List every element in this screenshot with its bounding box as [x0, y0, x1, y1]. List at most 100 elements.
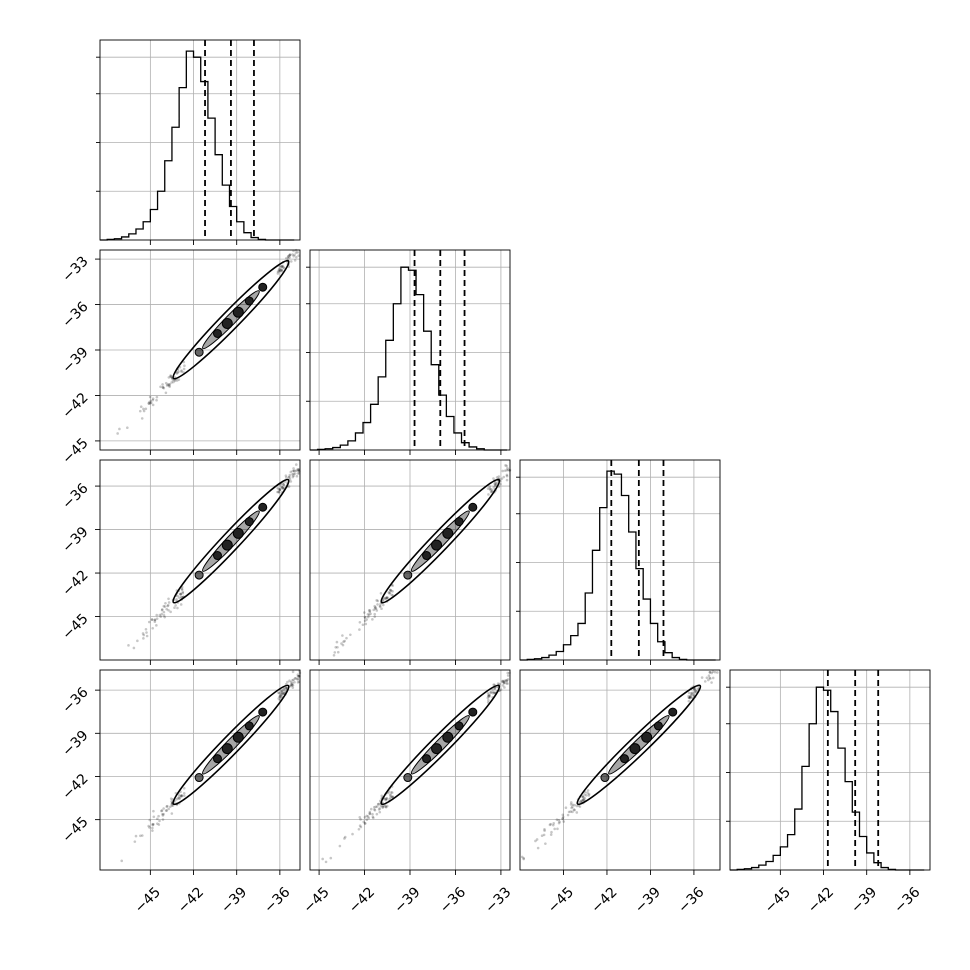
x-tick-label: −45 [762, 884, 794, 916]
sample-point [586, 789, 590, 792]
sample-point [292, 474, 295, 478]
sample-point [180, 369, 183, 372]
sample-point [368, 810, 372, 814]
sample-point [297, 674, 301, 678]
sample-point [375, 812, 379, 816]
sample-point [151, 398, 155, 402]
sample-point [166, 603, 170, 607]
sample-point [488, 695, 491, 698]
density-peak [258, 707, 268, 717]
sample-point [501, 679, 505, 683]
sample-point [293, 677, 297, 680]
sample-point [140, 417, 144, 420]
sample-point [280, 692, 283, 696]
sample-point [176, 371, 180, 374]
sample-point [389, 793, 392, 796]
sample-point [687, 696, 691, 700]
sample-point [580, 799, 583, 803]
sample-point [183, 794, 186, 798]
sample-point [497, 475, 501, 478]
sample-point [500, 680, 504, 683]
sample-point [118, 427, 121, 431]
y-tick-label: −39 [59, 344, 91, 376]
sample-point [277, 269, 281, 273]
sample-point [522, 856, 525, 860]
density-peak [629, 743, 641, 755]
sample-point [329, 856, 333, 860]
sample-point [343, 639, 346, 643]
histogram-p1 [100, 50, 295, 241]
sample-point [708, 676, 711, 680]
sample-point [338, 844, 342, 848]
sample-point [569, 801, 573, 804]
sample-point [173, 606, 176, 610]
sample-point [295, 255, 298, 259]
sample-point [384, 597, 388, 600]
sample-point [279, 269, 282, 272]
density-peak [653, 721, 663, 731]
sample-point [177, 370, 180, 373]
sample-point [343, 837, 346, 840]
sample-point [290, 683, 294, 687]
sample-point [707, 674, 711, 677]
sample-point [383, 597, 387, 601]
sample-point [169, 805, 172, 809]
sample-point [389, 796, 392, 799]
sample-point [587, 794, 591, 797]
sample-point [147, 402, 151, 405]
sample-point [383, 797, 386, 801]
sample-point [487, 698, 490, 702]
sample-point [276, 272, 280, 275]
sample-point [695, 690, 698, 693]
sample-point [142, 407, 145, 411]
sample-point [385, 596, 389, 600]
sample-point [368, 812, 372, 816]
sample-point [490, 487, 493, 491]
sample-point [141, 834, 144, 837]
sample-point [557, 821, 561, 825]
sample-point [159, 385, 162, 389]
sample-point [336, 645, 339, 649]
sample-point [296, 472, 300, 475]
sample-point [169, 375, 173, 379]
panel-frame [99, 459, 301, 661]
panel-2-0: −36 −39 −42 −45 [59, 459, 301, 665]
sample-point [493, 687, 496, 691]
sample-point [493, 482, 496, 486]
sample-point [282, 483, 285, 486]
sample-point [587, 792, 591, 796]
sample-point [359, 825, 363, 829]
sample-point [365, 818, 369, 821]
x-tick-label: −39 [632, 884, 664, 916]
sample-point [181, 590, 185, 594]
sample-point [179, 603, 183, 606]
sample-point [377, 808, 381, 811]
sample-point [688, 695, 692, 699]
sample-point [375, 805, 379, 808]
sample-point [381, 804, 385, 808]
sample-point [277, 697, 281, 700]
sample-point [371, 812, 374, 816]
sample-point [170, 812, 174, 815]
sample-point [502, 681, 506, 685]
sample-point [151, 626, 154, 630]
sample-point [170, 381, 173, 384]
x-tick-label: −36 [261, 884, 293, 916]
sample-point [175, 372, 179, 375]
sample-point [567, 810, 571, 814]
sample-point [379, 804, 383, 808]
sample-point [376, 599, 380, 603]
sample-point [377, 802, 380, 806]
x-tick-label: −39 [218, 884, 250, 916]
sample-point [586, 791, 589, 795]
sample-point [571, 805, 574, 809]
sample-point [286, 680, 289, 684]
density-peak [403, 570, 413, 580]
sample-point [149, 399, 153, 403]
sample-point [709, 677, 712, 680]
sample-point [160, 809, 164, 812]
sample-point [142, 409, 146, 413]
sample-point [277, 268, 281, 272]
y-tick-label: −42 [59, 771, 91, 803]
sample-point [379, 602, 382, 606]
